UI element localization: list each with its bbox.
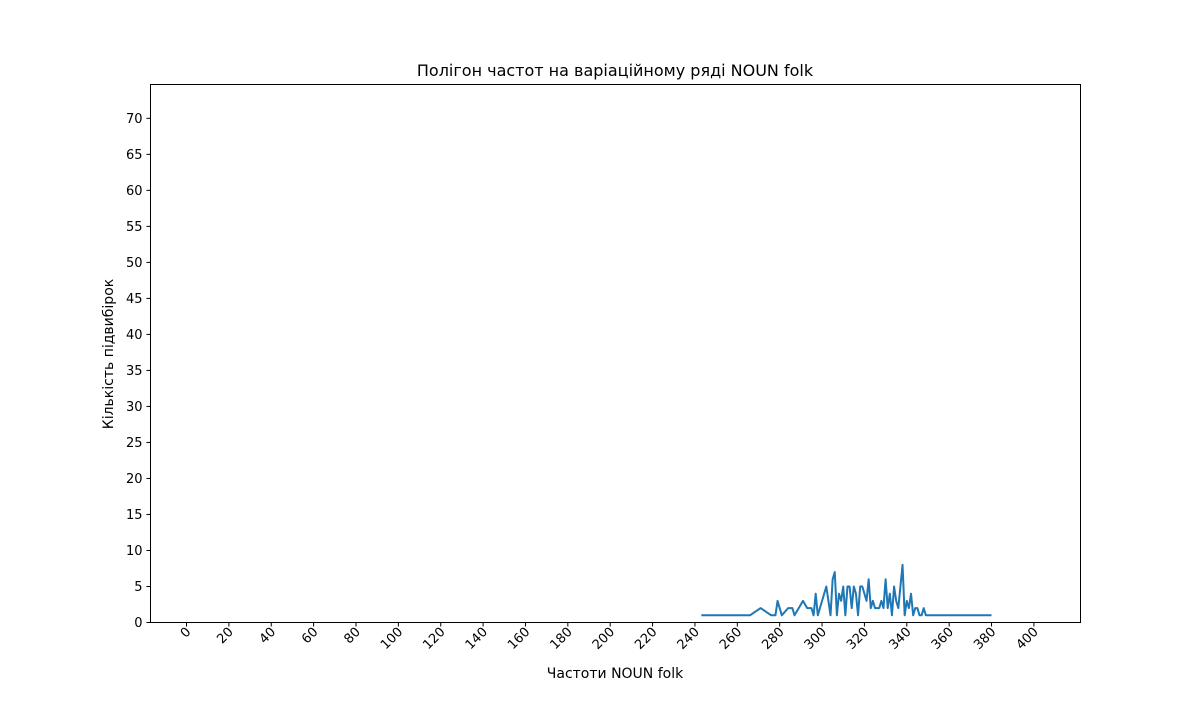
x-tick-label: 200	[590, 625, 618, 653]
x-tick-label: 320	[844, 625, 872, 653]
y-tick-label: 35	[126, 364, 143, 379]
plot-area	[150, 84, 1081, 623]
x-tick-label: 120	[420, 625, 448, 653]
y-tick-label: 20	[126, 472, 143, 487]
x-tick-label: 20	[214, 625, 236, 647]
x-tick-label: 220	[632, 625, 660, 653]
y-tick-label: 50	[126, 256, 143, 271]
y-axis-label: Кількість підвибірок	[101, 279, 117, 429]
x-tick-label: 300	[802, 625, 830, 653]
x-tick-label: 100	[378, 625, 406, 653]
y-tick-label: 10	[126, 544, 143, 559]
y-tick-label: 60	[126, 184, 143, 199]
x-tick-label: 180	[548, 625, 576, 653]
x-tick-label: 40	[257, 625, 279, 647]
y-tick-label: 65	[126, 148, 143, 163]
y-tick-label: 0	[134, 616, 142, 631]
y-tick-label: 70	[126, 112, 143, 127]
y-tick-label: 5	[134, 580, 142, 595]
series-line	[701, 563, 992, 617]
x-tick-label: 60	[299, 625, 321, 647]
y-axis: 0 5 10 15 20 25 30 35 40 45 50 55 60 65 70	[126, 112, 151, 631]
x-tick-label: 140	[463, 625, 491, 653]
x-tick-label: 380	[971, 625, 999, 653]
x-tick-label: 80	[342, 625, 364, 647]
x-axis-label: Частоти NOUN folk	[547, 666, 684, 682]
x-tick-label: 280	[759, 625, 787, 653]
y-tick-label: 55	[126, 220, 143, 235]
x-tick-label: 340	[886, 625, 914, 653]
chart-title: Полігон частот на варіаційному ряді NOUN…	[417, 61, 814, 80]
x-tick-label: 260	[717, 625, 745, 653]
y-tick-label: 45	[126, 292, 143, 307]
x-tick-label: 400	[1014, 625, 1042, 653]
x-tick-label: 240	[675, 625, 703, 653]
series-layer	[701, 563, 992, 617]
y-tick-label: 15	[126, 508, 143, 523]
x-tick-label: 360	[929, 625, 957, 653]
y-tick-label: 30	[126, 400, 143, 415]
x-axis: 0 20 40 60 80 100 120 140 160 180 200 220 240 260 280 3…	[178, 622, 1042, 653]
y-tick-label: 25	[126, 436, 143, 451]
plot-frame	[150, 84, 1081, 623]
y-tick-label: 40	[126, 328, 143, 343]
x-tick-label: 160	[505, 625, 533, 653]
x-tick-label: 0	[178, 625, 194, 641]
